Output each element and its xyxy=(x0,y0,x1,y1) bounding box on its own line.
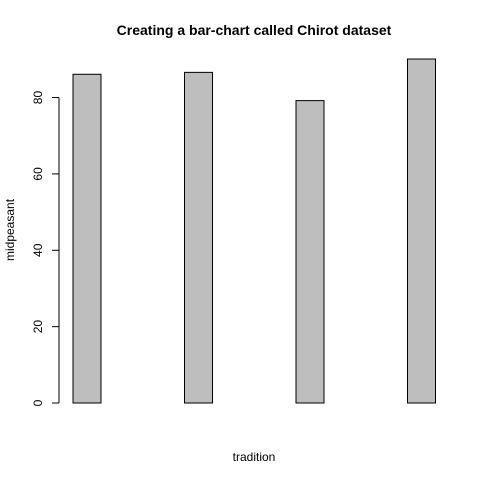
y-axis: 0 20 40 60 80 xyxy=(31,91,60,406)
chart-title: Creating a bar-chart called Chirot datas… xyxy=(117,22,392,38)
y-tick-label: 80 xyxy=(31,91,45,105)
y-tick-label: 40 xyxy=(31,243,45,257)
bar xyxy=(184,71,213,404)
bar-series xyxy=(72,58,436,404)
y-axis-title: midpeasant xyxy=(3,198,17,261)
y-tick-label: 0 xyxy=(31,399,45,406)
y-tick-label: 60 xyxy=(31,167,45,181)
bar xyxy=(295,100,325,404)
y-tick-label: 20 xyxy=(31,320,45,334)
bar xyxy=(72,73,102,404)
bar xyxy=(407,58,436,404)
x-axis-title: tradition xyxy=(233,450,276,464)
